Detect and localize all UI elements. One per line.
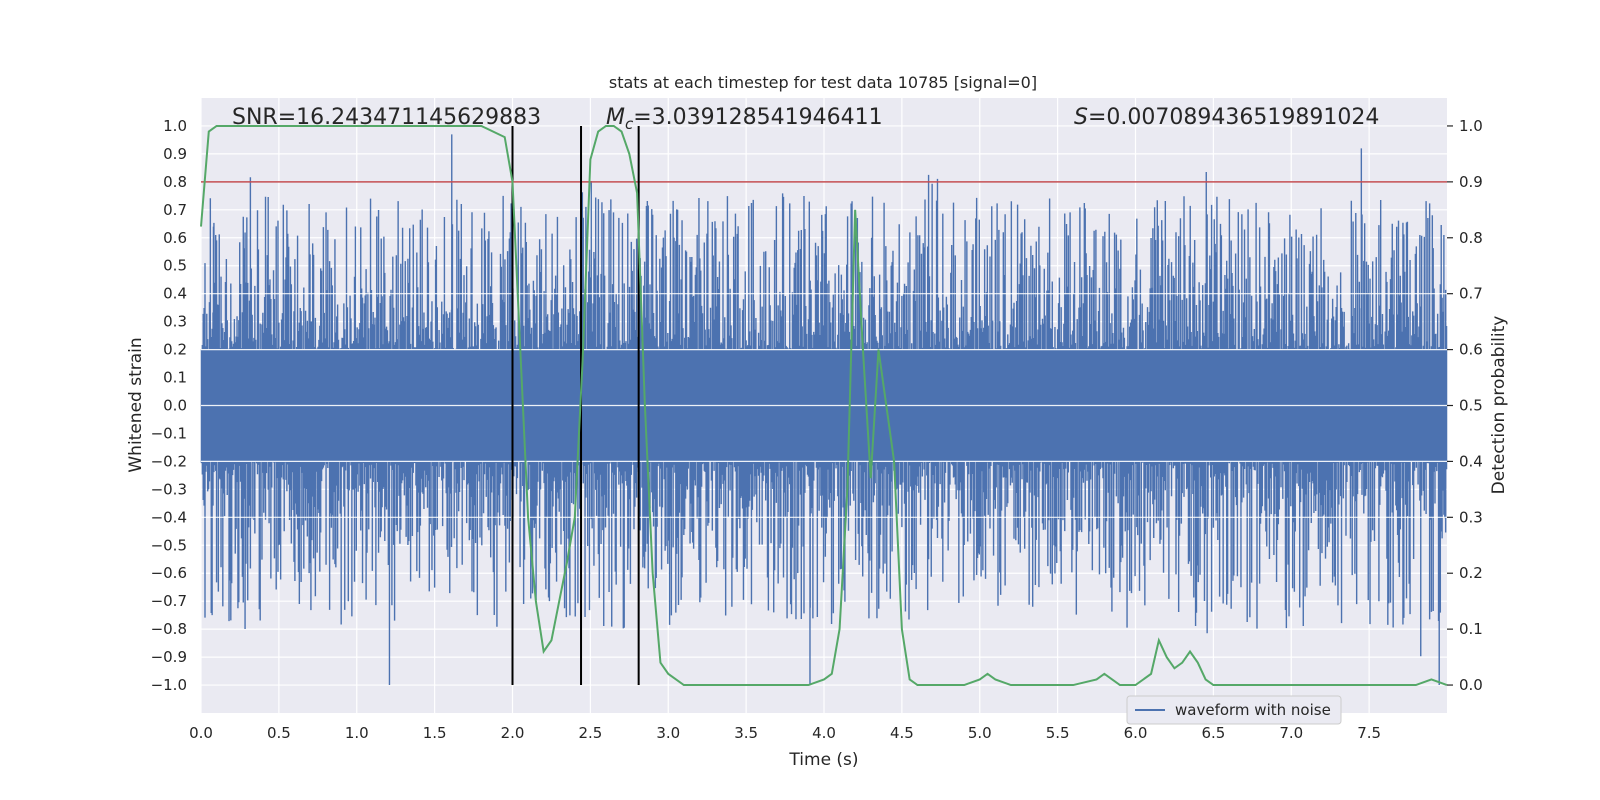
detection-probability-line — [200, 124, 1448, 687]
y-tick-label: −0.6 — [151, 564, 187, 582]
x-axis-label: Time (s) — [788, 750, 858, 770]
x-tick-label: 7.0 — [1279, 724, 1303, 742]
x-tick-label: 5.0 — [968, 724, 992, 742]
y-tick-label: −0.9 — [151, 648, 187, 666]
y-tick-label: −0.7 — [151, 592, 187, 610]
y-tick-label: 0.9 — [163, 145, 187, 163]
x-tick-label: 0.0 — [189, 724, 213, 742]
mc-subscript: c — [625, 115, 634, 133]
y-tick-label: 0.8 — [163, 173, 187, 191]
x-tick-label: 6.0 — [1124, 724, 1148, 742]
s-symbol: S — [1074, 105, 1088, 130]
chirp-mass-annotation: Mc=3.039128541946411 — [606, 105, 883, 133]
snr-annotation: SNR=16.243471145629883 — [232, 105, 541, 130]
y2-tick-label: 1.0 — [1459, 117, 1483, 135]
y2-tick-label: 0.2 — [1459, 564, 1483, 582]
mc-symbol: M — [606, 105, 625, 130]
y2-axis-ticks: 1.0 0.9 0.8 0.7 0.6 0.5 0.4 0.3 0.2 0.1 0.0 — [1447, 117, 1483, 694]
x-tick-label: 6.5 — [1201, 724, 1225, 742]
y2-tick-label: 0.0 — [1459, 676, 1483, 694]
s-annotation: S=0.007089436519891024 — [1074, 105, 1379, 130]
legend-box — [1126, 695, 1342, 725]
y-tick-label: −0.1 — [151, 424, 187, 442]
x-tick-label: 3.0 — [656, 724, 680, 742]
x-tick-label: 0.5 — [267, 724, 291, 742]
legend: waveform with noise — [1126, 695, 1342, 725]
y2-tick-label: 0.9 — [1459, 173, 1483, 191]
s-value: =0.007089436519891024 — [1088, 105, 1379, 130]
x-tick-label: 4.5 — [890, 724, 914, 742]
y2-axis-label: Detection probability — [1489, 316, 1509, 495]
y-axis-label: Whitened strain — [126, 337, 146, 472]
y-tick-label: −1.0 — [151, 676, 187, 694]
y-tick-label: 0.3 — [163, 313, 187, 331]
y2-tick-label: 0.1 — [1459, 620, 1483, 638]
x-tick-label: 3.5 — [734, 724, 758, 742]
x-tick-label: 1.0 — [345, 724, 369, 742]
y2-tick-label: 0.6 — [1459, 341, 1483, 359]
x-tick-label: 2.0 — [501, 724, 525, 742]
legend-label: waveform with noise — [1175, 701, 1331, 719]
chart-title: stats at each timestep for test data 107… — [609, 73, 1037, 92]
y2-tick-label: 0.8 — [1459, 229, 1483, 247]
y-tick-label: 0.4 — [163, 285, 187, 303]
y-tick-label: 0.5 — [163, 257, 187, 275]
mc-value: =3.039128541946411 — [633, 105, 882, 130]
x-tick-label: 2.5 — [578, 724, 602, 742]
x-tick-label: 5.5 — [1046, 724, 1070, 742]
waveform-series — [200, 134, 1448, 686]
y-tick-label: 0.6 — [163, 229, 187, 247]
y-tick-label: 0.0 — [163, 397, 187, 415]
y-tick-label: 0.1 — [163, 369, 187, 387]
y-tick-label: −0.2 — [151, 452, 187, 470]
y2-tick-label: 0.5 — [1459, 397, 1483, 415]
y-tick-label: −0.4 — [151, 508, 187, 526]
x-axis-ticks: 0.0 0.5 1.0 1.5 2.0 2.5 3.0 3.5 4.0 4.5 5.0 5.5 6.0 6… — [189, 724, 1381, 742]
y-tick-label: 0.7 — [163, 201, 187, 219]
y2-tick-label: 0.3 — [1459, 508, 1483, 526]
x-tick-label: 4.0 — [812, 724, 836, 742]
y-tick-label: 1.0 — [163, 117, 187, 135]
y-tick-label: −0.5 — [151, 536, 187, 554]
y-tick-label: −0.3 — [151, 480, 187, 498]
y-tick-label: −0.8 — [151, 620, 187, 638]
x-tick-label: 1.5 — [423, 724, 447, 742]
y2-tick-label: 0.7 — [1459, 285, 1483, 303]
waveform-trace — [200, 134, 1448, 686]
y2-tick-label: 0.4 — [1459, 452, 1483, 470]
x-tick-label: 7.5 — [1357, 724, 1381, 742]
y-axis-ticks: 1.0 0.9 0.8 0.7 0.6 0.5 0.4 0.3 0.2 0.1 0.0 −0.1 −0.… — [151, 117, 187, 694]
y-tick-label: 0.2 — [163, 341, 187, 359]
